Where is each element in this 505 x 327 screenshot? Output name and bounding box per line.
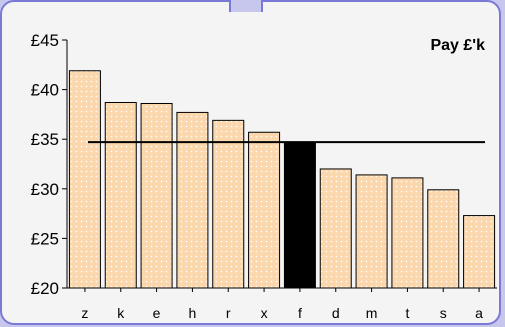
axes [62, 39, 497, 292]
x-tick-label-f: f [298, 305, 302, 321]
x-tick-label-d: d [332, 305, 340, 321]
panel-notch [229, 0, 263, 12]
bar-r [212, 119, 245, 289]
bar-x [248, 131, 281, 289]
bar-f [283, 142, 316, 289]
x-tick-label-a: a [475, 305, 483, 321]
bar-t [391, 177, 424, 289]
bar-z [68, 70, 101, 289]
chart-title: Pay £'k [430, 37, 485, 54]
bar-k [104, 102, 137, 289]
bar-m [355, 174, 388, 289]
y-tick-label: £30 [31, 180, 59, 199]
bar-d [319, 168, 352, 289]
y-tick-label: £35 [31, 130, 59, 149]
y-tick-label: £25 [31, 229, 59, 248]
x-tick-label-t: t [405, 305, 409, 321]
x-tick-label-z: z [81, 305, 88, 321]
y-tick-label: £40 [31, 81, 59, 100]
y-tick-label: £20 [31, 279, 59, 298]
bar-a [463, 215, 496, 289]
x-tick-label-e: e [153, 305, 161, 321]
bars-group [68, 70, 496, 289]
x-tick-label-m: m [366, 305, 378, 321]
x-tick-label-s: s [440, 305, 447, 321]
x-tick-label-x: x [261, 305, 268, 321]
x-tick-label-h: h [189, 305, 197, 321]
y-tick-labels: £20 £25 £30 £35 £40 £45 [31, 31, 59, 298]
bar-h [176, 111, 209, 289]
bar-s [427, 189, 460, 289]
x-tick-label-r: r [226, 305, 231, 321]
bar-e [140, 102, 173, 289]
y-tick-label: £45 [31, 31, 59, 50]
x-tick-label-k: k [117, 305, 125, 321]
